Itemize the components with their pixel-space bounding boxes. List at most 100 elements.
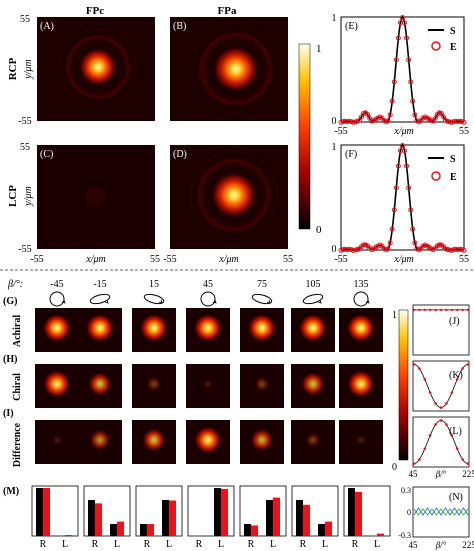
row-label-h: (H) bbox=[3, 354, 17, 365]
y-tick-top-a: 55 bbox=[20, 14, 30, 25]
bar-black bbox=[244, 524, 251, 536]
rotation-arrow-icon bbox=[158, 299, 163, 304]
data-point-k bbox=[423, 378, 427, 381]
profile-panel-f: (F) 1 0 S E -55 x/μm 55 bbox=[332, 142, 470, 265]
profile-point-e bbox=[436, 242, 442, 248]
polarization-circle-icon bbox=[353, 291, 369, 307]
intensity-spot bbox=[193, 425, 223, 455]
side-n-xtick-left: 45 bbox=[409, 540, 419, 550]
profile-point-e bbox=[406, 185, 412, 191]
intensity-spot bbox=[346, 313, 376, 343]
panel-label-b: (B) bbox=[173, 21, 186, 32]
side-panel-n: (N) 0.3 0 -0.3 45 β/° 225 bbox=[398, 486, 474, 550]
profile-point-e bbox=[395, 35, 401, 41]
profile-e-ytick-1: 1 bbox=[332, 13, 337, 24]
data-point-j bbox=[439, 308, 443, 312]
profile-point-e bbox=[393, 185, 399, 191]
row-label-g: (G) bbox=[3, 296, 17, 307]
data-point-l bbox=[466, 462, 470, 465]
y-axis-label-c: y/μm bbox=[23, 186, 34, 206]
intensity-spot bbox=[146, 376, 162, 392]
bar-red bbox=[251, 525, 258, 536]
beta-label: β/°: bbox=[7, 279, 23, 290]
rotation-arrow-icon bbox=[61, 299, 66, 304]
intensity-spot bbox=[305, 432, 321, 448]
data-point-l bbox=[450, 434, 454, 437]
x-tick-left-c: -55 bbox=[30, 254, 43, 265]
y-tick-bottom-c: -55 bbox=[18, 244, 31, 255]
profile-e-xlabel: x/μm bbox=[393, 126, 413, 137]
row-name-achiral: Achiral bbox=[12, 315, 23, 347]
bar-black bbox=[36, 488, 43, 536]
colorbar-bottom-min: 0 bbox=[392, 462, 397, 473]
bars-label-m: (M) bbox=[3, 486, 19, 497]
polarization-ellipse-icon bbox=[302, 293, 324, 305]
bar-category-label: R bbox=[248, 539, 255, 550]
legend-e-label-f: E bbox=[450, 172, 457, 183]
intensity-map-grid bbox=[35, 308, 383, 464]
rotation-arrow-icon bbox=[365, 299, 370, 304]
bar-category-label: L bbox=[114, 539, 120, 550]
side-label-k: (K) bbox=[449, 370, 463, 381]
polarization-circle-icon bbox=[200, 291, 216, 307]
profile-point-e bbox=[441, 114, 446, 120]
bar-black bbox=[88, 500, 95, 536]
colorbar-top-max: 1 bbox=[316, 43, 322, 55]
bar-category-label: R bbox=[144, 539, 151, 550]
y-axis-label-a: y/μm bbox=[23, 59, 34, 79]
side-panel-k: (K) bbox=[412, 360, 470, 412]
rotation-arrow-icon bbox=[212, 299, 217, 304]
dots-k bbox=[412, 363, 470, 409]
data-point-j bbox=[412, 308, 416, 312]
data-point-j bbox=[434, 308, 437, 312]
profile-point-e bbox=[461, 119, 467, 125]
profile-point-e bbox=[356, 117, 362, 123]
side-l-xlabel: β/° bbox=[435, 469, 447, 479]
bar-category-label: L bbox=[166, 539, 172, 550]
profile-line-s bbox=[340, 15, 465, 123]
profile-point-e bbox=[391, 207, 397, 213]
profile-point-e bbox=[404, 35, 410, 41]
legend-e-label: E bbox=[450, 42, 457, 53]
bar-category-label: L bbox=[218, 539, 224, 550]
bar-red bbox=[355, 491, 362, 536]
angle-label: -45 bbox=[50, 279, 63, 290]
data-point-j bbox=[445, 308, 448, 312]
panel-c-map: (C) bbox=[37, 145, 155, 249]
profile-label-e: (E) bbox=[345, 21, 358, 32]
profile-f-xlabel: x/μm bbox=[393, 254, 413, 265]
intensity-spot bbox=[193, 313, 223, 343]
data-point-k bbox=[461, 367, 464, 370]
profile-point-e bbox=[408, 207, 414, 213]
bar-black bbox=[296, 500, 303, 536]
bar-red bbox=[65, 535, 72, 536]
data-point-l bbox=[439, 419, 443, 422]
data-point-k bbox=[418, 367, 421, 370]
profile-f-xtick-right: 55 bbox=[459, 254, 469, 265]
side-panel-j: (J) bbox=[412, 304, 470, 356]
intensity-spot bbox=[346, 369, 376, 399]
profile-f-ytick-0: 0 bbox=[332, 244, 337, 255]
colorbar-top-min: 0 bbox=[316, 224, 322, 236]
profile-e-xtick-left: -55 bbox=[334, 126, 347, 137]
data-point-l bbox=[423, 447, 427, 450]
svg-text:LCP: LCP bbox=[7, 185, 19, 207]
bar-red bbox=[303, 504, 310, 536]
profile-point-e bbox=[389, 226, 395, 232]
panel-label-d: (D) bbox=[173, 149, 187, 160]
data-point-j bbox=[456, 308, 459, 312]
polarization-ellipse-icon bbox=[89, 293, 111, 305]
row-name-difference: Difference bbox=[12, 422, 23, 467]
x-axis-label-d: x/μm bbox=[218, 254, 238, 265]
intensity-spot bbox=[85, 313, 115, 343]
intensity-spot bbox=[298, 313, 328, 343]
data-point-k bbox=[455, 378, 459, 381]
curve-n-blue bbox=[413, 507, 469, 516]
bar-red bbox=[169, 500, 176, 536]
intensity-spot bbox=[300, 371, 326, 397]
bar-red bbox=[377, 533, 384, 536]
profile-f-xtick-left: -55 bbox=[334, 254, 347, 265]
data-point-l bbox=[445, 423, 448, 426]
